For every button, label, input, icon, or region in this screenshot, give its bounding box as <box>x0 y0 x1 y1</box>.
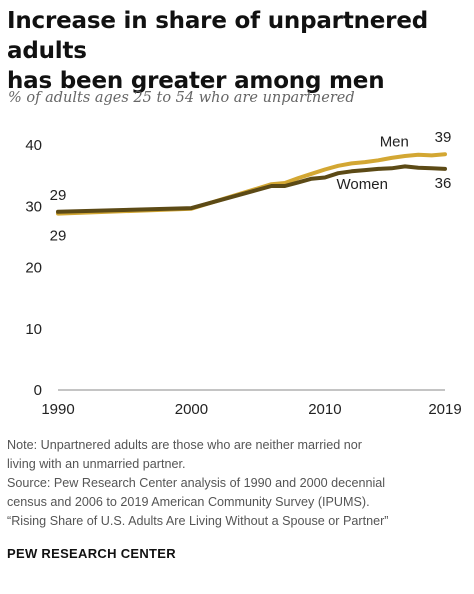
org-credit: PEW RESEARCH CENTER <box>7 546 176 561</box>
chart-title-line-2: has been greater among men <box>7 68 385 94</box>
series-line-women <box>56 164 447 214</box>
line-chart: 0 10 20 30 40 1990 2000 2010 2019 Men Women 39 36 2… <box>25 129 461 418</box>
series-lines <box>56 152 447 216</box>
chart-title: Increase in share of unpartnered adults … <box>7 6 467 96</box>
y-tick-label: 40 <box>25 137 42 154</box>
x-tick-label: 2010 <box>308 401 341 418</box>
x-axis-ticks: 1990 2000 2010 2019 <box>41 401 461 418</box>
chart-subtitle: % of adults ages 25 to 54 who are unpart… <box>8 90 355 106</box>
source-line-2: census and 2006 to 2019 American Communi… <box>7 495 370 509</box>
note-line-2: living with an unmarried partner. <box>7 457 186 471</box>
chart-notes: Note: Unpartnered adults are those who a… <box>7 436 469 531</box>
x-tick-label: 2000 <box>175 401 208 418</box>
x-tick-label: 1990 <box>41 401 74 418</box>
series-line-men <box>56 152 447 216</box>
x-tick-label: 2019 <box>428 401 461 418</box>
start-value-men: 29 <box>50 228 67 245</box>
y-tick-label: 20 <box>25 260 42 277</box>
series-name-women: Women <box>337 176 388 193</box>
note-line-1: Note: Unpartnered adults are those who a… <box>7 438 362 452</box>
start-value-women: 29 <box>50 187 67 204</box>
series-labels: Men Women 39 36 29 29 <box>50 129 452 244</box>
y-axis-ticks: 0 10 20 30 40 <box>25 137 42 399</box>
end-value-men: 39 <box>435 129 452 146</box>
chart-title-line-1: Increase in share of unpartnered adults <box>7 8 428 64</box>
source-line-3: “Rising Share of U.S. Adults Are Living … <box>7 514 389 528</box>
y-tick-label: 30 <box>25 198 42 215</box>
series-name-men: Men <box>380 134 409 151</box>
y-tick-label: 10 <box>25 321 42 338</box>
end-value-women: 36 <box>435 175 452 192</box>
source-line-1: Source: Pew Research Center analysis of … <box>7 476 386 490</box>
y-tick-label: 0 <box>34 382 42 399</box>
